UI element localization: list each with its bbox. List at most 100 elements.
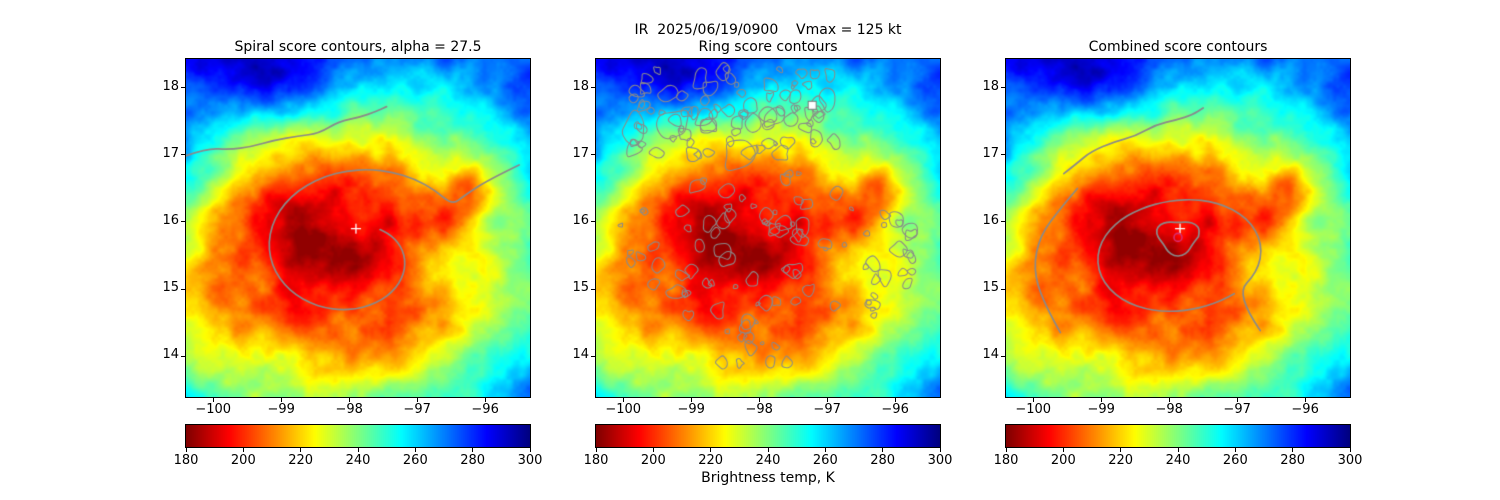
x-tick-label: −99 [1087, 402, 1115, 417]
x-tick-label: −97 [403, 402, 431, 417]
x-tick-label: −97 [813, 402, 841, 417]
colorbar-tick-label: 280 [460, 453, 486, 468]
y-tick-label: 17 [982, 145, 999, 161]
colorbar-tick-label: 180 [173, 453, 199, 468]
y-tick-mark [181, 87, 185, 89]
colorbar-tick-mark [882, 448, 884, 452]
x-tick-mark [622, 398, 624, 402]
x-tick-mark [1168, 398, 1170, 402]
colorbar-tick-mark [824, 448, 826, 452]
x-tick-label: −96 [471, 402, 499, 417]
y-tick-mark [1001, 87, 1005, 89]
colorbar-tick-label: 300 [927, 453, 953, 468]
y-tick-label: 16 [572, 212, 589, 228]
colorbar-tick-label: 300 [517, 453, 543, 468]
y-tick-mark [591, 154, 595, 156]
colorbar-tick-label: 180 [993, 453, 1019, 468]
x-tick-mark [1304, 398, 1306, 402]
colorbar-label: Brightness temp, K [701, 470, 835, 486]
y-tick-label: 15 [572, 280, 589, 296]
colorbar-tick-mark [414, 448, 416, 452]
y-tick-mark [591, 221, 595, 223]
x-tick-label: −98 [335, 402, 363, 417]
y-tick-label: 18 [982, 78, 999, 94]
colorbar-tick-mark [1005, 448, 1007, 452]
ir-map-canvas-spiral [186, 59, 530, 397]
y-tick-label: 17 [572, 145, 589, 161]
colorbar-tick-label: 200 [640, 453, 666, 468]
colorbar-tick-label: 280 [1280, 453, 1306, 468]
colorbar-tick-label: 240 [1165, 453, 1191, 468]
panel-combined-score: Combined score contours −100 −99 −98 −97 −96… [982, 0, 1362, 500]
colorbar-tick-label: 220 [1108, 453, 1134, 468]
colorbar-tick-mark [710, 448, 712, 452]
colorbar-tick-mark [652, 448, 654, 452]
x-tick-mark [1236, 398, 1238, 402]
colorbar-tick-mark [1234, 448, 1236, 452]
colorbar-tick-mark [1120, 448, 1122, 452]
map-axes-spiral [185, 58, 531, 398]
y-tick-label: 17 [162, 145, 179, 161]
colorbar-combined [1005, 424, 1351, 448]
map-axes-combined [1005, 58, 1351, 398]
colorbar-tick-label: 300 [1337, 453, 1363, 468]
colorbar-ring [595, 424, 941, 448]
x-tick-label: −100 [195, 402, 232, 417]
colorbar-tick-label: 280 [870, 453, 896, 468]
colorbar-tick-label: 260 [402, 453, 428, 468]
colorbar-tick-mark [1062, 448, 1064, 452]
x-tick-label: −96 [881, 402, 909, 417]
y-tick-mark [591, 288, 595, 290]
colorbar-tick-label: 220 [698, 453, 724, 468]
x-tick-mark [826, 398, 828, 402]
panel-ring-score: Ring score contours Brightness temp, K −… [572, 0, 952, 500]
colorbar-tick-mark [767, 448, 769, 452]
map-axes-ring [595, 58, 941, 398]
y-tick-label: 14 [982, 347, 999, 363]
y-tick-mark [591, 87, 595, 89]
x-tick-mark [690, 398, 692, 402]
colorbar-tick-mark [300, 448, 302, 452]
ir-map-canvas-ring [596, 59, 940, 397]
x-tick-label: −96 [1291, 402, 1319, 417]
y-tick-mark [1001, 288, 1005, 290]
y-tick-mark [181, 288, 185, 290]
x-tick-mark [894, 398, 896, 402]
y-tick-label: 18 [162, 78, 179, 94]
colorbar-tick-label: 240 [755, 453, 781, 468]
x-tick-label: −98 [745, 402, 773, 417]
y-tick-label: 18 [572, 78, 589, 94]
colorbar-tick-mark [1349, 448, 1351, 452]
colorbar-tick-mark [1292, 448, 1294, 452]
y-tick-label: 15 [162, 280, 179, 296]
colorbar-tick-mark [529, 448, 531, 452]
colorbar-canvas-spiral [186, 425, 530, 447]
x-tick-label: −100 [605, 402, 642, 417]
x-tick-mark [1032, 398, 1034, 402]
panel-title-combined: Combined score contours [1088, 39, 1268, 55]
colorbar-spiral [185, 424, 531, 448]
x-tick-label: −99 [677, 402, 705, 417]
colorbar-tick-mark [939, 448, 941, 452]
colorbar-tick-label: 260 [1222, 453, 1248, 468]
x-tick-mark [212, 398, 214, 402]
colorbar-tick-mark [185, 448, 187, 452]
y-tick-mark [591, 355, 595, 357]
colorbar-tick-mark [472, 448, 474, 452]
y-tick-label: 16 [162, 212, 179, 228]
colorbar-tick-mark [1177, 448, 1179, 452]
colorbar-canvas-ring [596, 425, 940, 447]
y-tick-label: 15 [982, 280, 999, 296]
x-tick-mark [416, 398, 418, 402]
y-tick-label: 14 [572, 347, 589, 363]
colorbar-tick-label: 220 [288, 453, 314, 468]
x-tick-label: −98 [1155, 402, 1183, 417]
colorbar-tick-label: 200 [230, 453, 256, 468]
y-tick-mark [181, 154, 185, 156]
figure-suptitle: IR 2025/06/19/0900 Vmax = 125 kt [634, 22, 902, 38]
y-tick-mark [181, 355, 185, 357]
x-tick-mark [484, 398, 486, 402]
y-tick-mark [1001, 355, 1005, 357]
x-tick-mark [758, 398, 760, 402]
